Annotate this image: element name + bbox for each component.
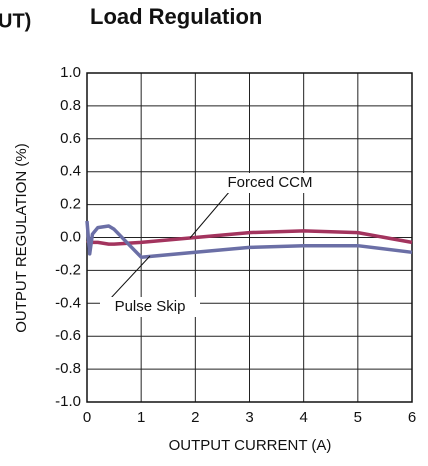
- x-tick-label: 2: [191, 409, 199, 426]
- x-tick-label: 5: [354, 409, 362, 426]
- label-box: [205, 173, 335, 193]
- y-tick-label: 1.0: [60, 64, 81, 81]
- y-tick-label: -0.6: [55, 327, 81, 344]
- x-tick-label: 3: [245, 409, 253, 426]
- y-tick-label: -1.0: [55, 393, 81, 410]
- title-fragment: UT): [0, 10, 31, 32]
- y-tick-label: 0.4: [60, 163, 81, 180]
- y-axis-label: OUTPUT REGULATION (%): [13, 143, 30, 332]
- x-tick-label: 6: [408, 409, 416, 426]
- leader-line: [109, 255, 151, 300]
- x-tick-label: 1: [137, 409, 145, 426]
- series-label: Pulse Skip: [115, 298, 186, 315]
- y-tick-label: 0.8: [60, 97, 81, 114]
- y-tick-label: 0.0: [60, 228, 81, 245]
- x-tick-label: 4: [299, 409, 307, 426]
- chart-title: Load Regulation: [90, 4, 262, 29]
- x-tick-label: 0: [83, 409, 91, 426]
- y-tick-label: 0.6: [60, 130, 81, 147]
- y-tick-label: -0.4: [55, 294, 81, 311]
- leader-line: [189, 190, 231, 239]
- y-tick-label: -0.8: [55, 360, 81, 377]
- series-label: Forced CCM: [227, 174, 312, 191]
- data-line: [85, 220, 413, 259]
- x-axis-label: OUTPUT CURRENT (A): [169, 437, 332, 454]
- y-tick-label: 0.2: [60, 196, 81, 213]
- label-box: [100, 297, 200, 317]
- y-tick-label: -0.2: [55, 261, 81, 278]
